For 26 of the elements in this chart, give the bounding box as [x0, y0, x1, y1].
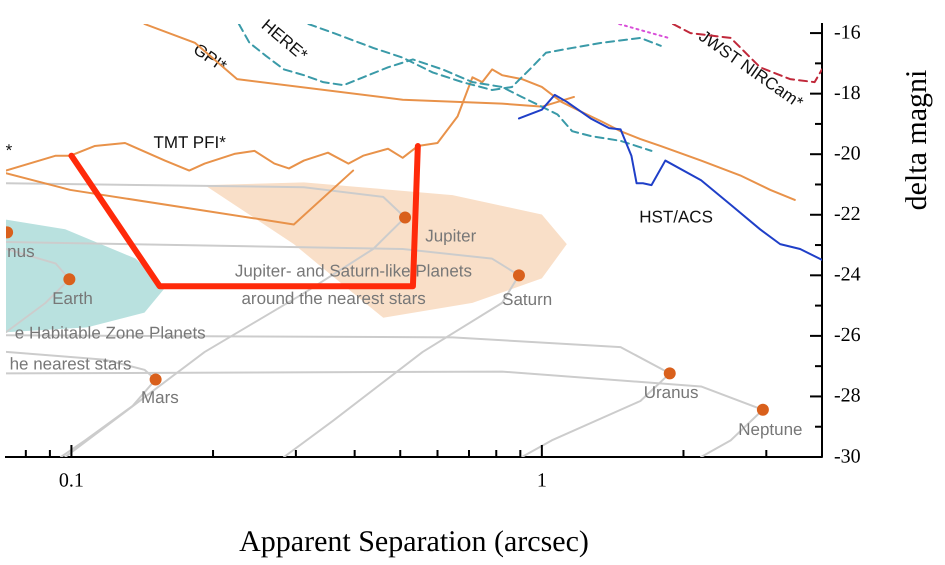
- y-axis-title: delta magni: [900, 70, 933, 210]
- y-tick-label: -22: [834, 203, 861, 226]
- x-axis-title: Apparent Separation (arcsec): [239, 524, 589, 558]
- annotation: e Habitable Zone Planets: [14, 323, 206, 342]
- annotation: Earth: [52, 288, 93, 308]
- annotation: Mars: [140, 388, 179, 407]
- y-tick-label: -20: [834, 142, 861, 164]
- y-tick-label: -16: [834, 21, 861, 44]
- annotation: Jupiter: [425, 226, 477, 246]
- annotation: around the nearest stars: [241, 288, 426, 308]
- annotation: Saturn: [502, 290, 552, 309]
- y-tick-label: -24: [834, 264, 861, 286]
- annotation: Neptune: [738, 420, 803, 440]
- annotation: Uranus: [644, 383, 699, 402]
- annotation: Jupiter- and Saturn-like Planets: [234, 262, 472, 281]
- y-tick-label: -30: [834, 445, 861, 468]
- x-tick-label: 0.1: [58, 469, 84, 492]
- y-tick-label: -18: [834, 82, 861, 104]
- annotation: *: [6, 141, 13, 160]
- annotation: TMT PFI*: [153, 133, 226, 152]
- y-tick-label: -26: [834, 324, 861, 346]
- annotation: HST/ACS: [639, 208, 713, 227]
- x-tick-label: 1: [536, 469, 547, 492]
- annotation: nus: [7, 242, 35, 261]
- annotation: he nearest stars: [10, 354, 132, 374]
- y-tick-label: -28: [834, 384, 861, 407]
